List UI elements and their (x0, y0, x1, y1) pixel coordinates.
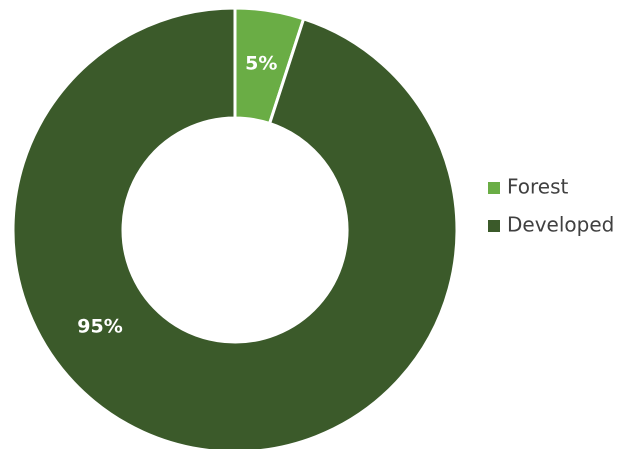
chart-legend: Forest Developed (488, 175, 614, 237)
data-label-forest: 5% (245, 53, 277, 75)
slice-developed (11, 6, 459, 449)
legend-label-forest: Forest (507, 175, 569, 199)
legend-swatch-developed (488, 220, 500, 232)
legend-label-developed: Developed (507, 213, 614, 237)
slice-labels: 5% 95% (77, 53, 277, 338)
donut-slices (11, 6, 459, 449)
data-label-developed: 95% (77, 316, 122, 338)
legend-swatch-forest (488, 182, 500, 194)
